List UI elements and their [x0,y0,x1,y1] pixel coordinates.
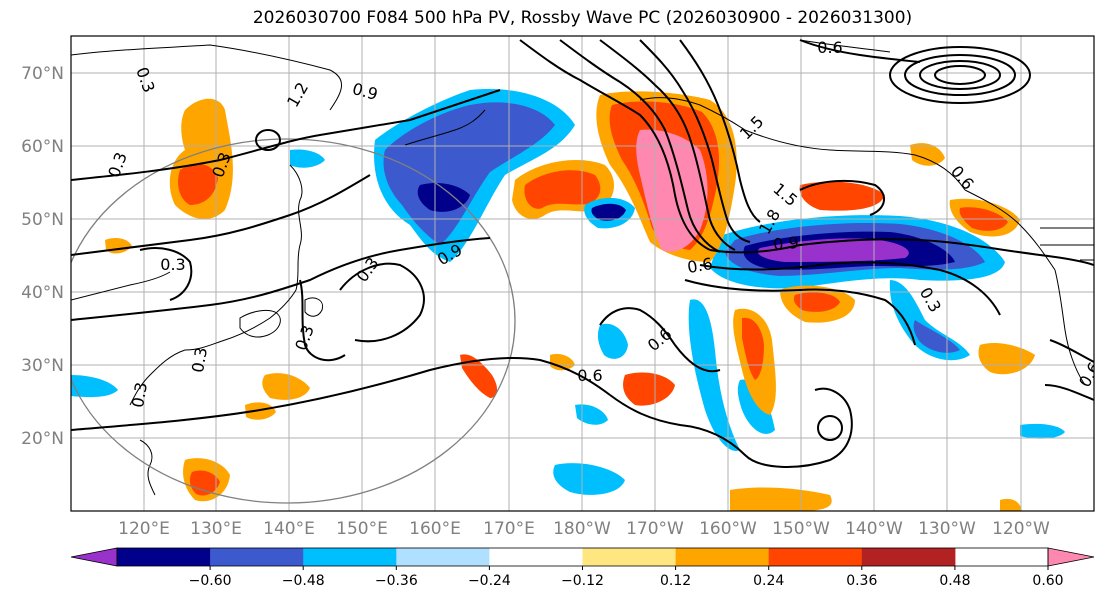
colorbar-segment [303,548,397,566]
longitude-labels: 120°E 130°E 140°E 150°E 160°E 170°E 180°W 170°W… [118,519,1050,539]
negative-anomaly-blob-core [591,203,626,221]
positive-anomaly-gulf-alaska [799,181,885,211]
longitude-label: 170°W [626,519,684,539]
colorbar [70,547,1095,567]
colorbar-tick-label: 0.36 [846,573,877,589]
negative-streak-7 [71,375,118,398]
negative-streak-1 [688,299,740,451]
positive-blob-2 [623,372,675,406]
positive-anomaly-ridge-peak [636,129,708,252]
colorbar-tick-labels: −0.60 −0.48 −0.36 −0.24 −0.12 0.12 0.24 0.36 0.4… [189,566,1064,589]
colorbar-segment [768,548,863,566]
contour-label: 0.3 [128,381,151,409]
negative-streak-2 [597,323,628,359]
negative-streak-4 [553,463,625,495]
latitude-label: 50°N [21,210,64,230]
colorbar-segment [210,548,304,566]
negative-streak-3 [889,280,970,361]
positive-blob-8 [245,402,276,420]
positive-blob-10 [910,143,945,166]
map-title: 2026030700 F084 500 hPa PV, Rossby Wave … [252,8,913,28]
positive-blob-11 [550,354,575,371]
negative-streak-8 [1020,423,1065,439]
positive-anomaly-west-core [524,170,601,209]
colorbar-tick-label: 0.24 [753,573,784,589]
colorbar-tick-label: 0.12 [660,573,691,589]
colorbar-tick-label: −0.48 [282,573,325,589]
positive-anomaly-japan-north-core [178,163,218,205]
latitude-label: 60°N [21,137,64,157]
colorbar-segment [861,548,956,566]
negative-streak-6 [290,149,325,168]
longitude-label: 160°W [699,519,757,539]
positive-blob-12 [1000,498,1022,511]
latitude-label: 20°N [21,429,64,449]
map-border [70,35,1095,512]
contour-label: 0.3 [160,255,185,274]
latitude-label: 30°N [21,356,64,376]
positive-blob-6 [262,373,310,400]
positive-blob-1-core [742,317,764,380]
colorbar-segment [675,548,770,566]
colorbar-tick-label: 0.60 [1032,573,1063,589]
colorbar-tick-label: −0.24 [468,573,511,589]
longitude-label: 180°W [553,519,611,539]
positive-anomaly-east-core [793,292,840,312]
negative-streak-5 [737,379,775,434]
latitude-label: 40°N [21,283,64,303]
negative-streak-3-core [913,320,960,353]
colorbar-tick-label: −0.36 [375,573,418,589]
colorbar-segment [582,548,677,566]
longitude-label: 150°E [336,519,388,539]
longitude-label: 170°E [483,519,535,539]
pv-contours [71,39,1094,468]
positive-blob-4 [730,487,832,511]
longitude-label: 130°W [918,519,976,539]
negative-anomaly-band-peak [757,238,909,262]
colorbar-segment [396,548,490,566]
colorbar-segment [489,548,583,566]
contour-label: 0.9 [772,233,799,254]
negative-anomaly-trough-inner [417,183,470,212]
longitude-label: 160°E [409,519,461,539]
negative-streak-9 [575,404,608,425]
longitude-label: 130°E [190,519,242,539]
positive-blob-5-core [189,470,220,496]
longitude-label: 150°W [772,519,830,539]
reference-circle [71,138,516,504]
contour-label: 0.3 [188,346,211,374]
contour-label: 0.6 [577,366,602,385]
longitude-label: 140°E [263,519,315,539]
colorbar-extend-high [1047,547,1095,567]
longitude-label: 120°W [992,519,1050,539]
colorbar-tick-label: 0.48 [939,573,970,589]
colorbar-extend-low [70,547,118,567]
colorbar-segment [117,548,211,566]
contour-label: 0.6 [686,254,714,277]
map-gridlines [71,36,1094,511]
colorbar-tick-label: −0.60 [189,573,232,589]
colorbar-tick-label: −0.12 [561,573,604,589]
latitude-labels: 70°N 60°N 50°N 40°N 30°N 20°N [21,64,64,449]
contour-label: 0.6 [817,38,842,57]
latitude-label: 70°N [21,64,64,84]
longitude-label: 120°E [118,519,170,539]
longitude-label: 140°W [845,519,903,539]
